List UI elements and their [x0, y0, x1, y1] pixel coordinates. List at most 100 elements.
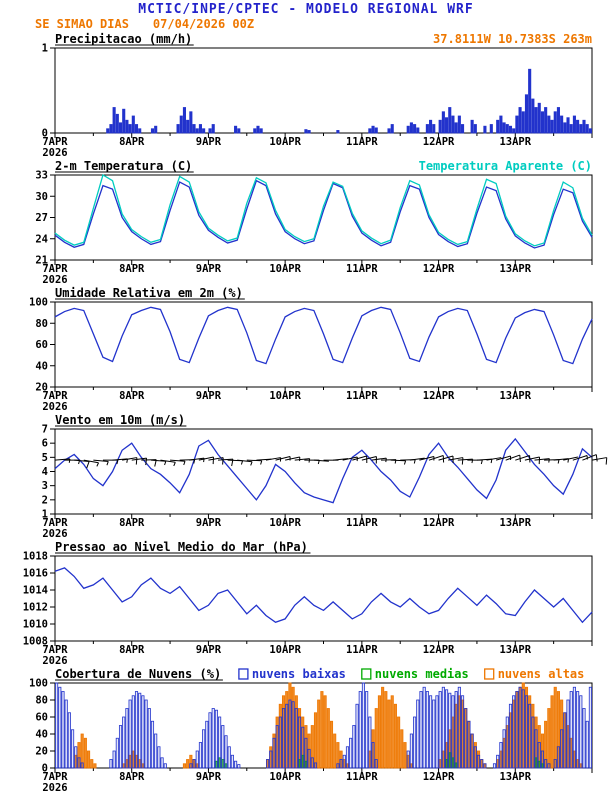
- y-tick-label: 27: [35, 212, 48, 224]
- station-name: SE SIMAO DIAS: [35, 17, 129, 31]
- x-tick-label: 10APR: [269, 644, 301, 656]
- y-tick-label: 1018: [23, 551, 48, 563]
- y-tick-label: 40: [35, 729, 48, 741]
- x-tick-label: 7APR: [42, 263, 68, 275]
- plot-frame: [54, 428, 593, 515]
- x-tick-label: 13APR: [499, 771, 531, 783]
- precipitation-chart: Precipitacao (mm/h) 37.8111W 10.7383S 263…: [42, 32, 593, 157]
- x-tick-label: 9APR: [196, 263, 222, 275]
- plot-frame: [54, 174, 593, 261]
- x-year-label: 2026: [42, 782, 67, 792]
- legend-swatch: [238, 668, 249, 680]
- y-tick-label: 1014: [23, 585, 48, 597]
- x-tick-label: 8APR: [119, 644, 145, 656]
- x-tick-label: 10APR: [269, 517, 301, 529]
- x-tick-label: 13APR: [499, 390, 531, 402]
- x-tick-label: 9APR: [196, 644, 222, 656]
- y-tick-label: 1008: [23, 636, 48, 648]
- run-datetime: 07/04/2026 00Z: [152, 17, 255, 31]
- y-tick-label: 1: [42, 43, 48, 55]
- x-tick-label: 8APR: [119, 136, 145, 148]
- y-tick-label: 5: [42, 452, 48, 464]
- x-tick-label: 10APR: [269, 263, 301, 275]
- y-tick-label: 6: [42, 438, 48, 450]
- y-tick-label: 60: [35, 339, 48, 351]
- plot-frame: [54, 47, 593, 134]
- x-tick-label: 11APR: [346, 390, 378, 402]
- charts: Precipitacao (mm/h) 37.8111W 10.7383S 263…: [0, 30, 612, 792]
- x-tick-label: 10APR: [269, 390, 301, 402]
- x-tick-label: 10APR: [269, 771, 301, 783]
- x-tick-label: 12APR: [423, 263, 455, 275]
- y-tick-label: 0: [42, 128, 48, 140]
- y-tick-label: 80: [35, 695, 48, 707]
- x-tick-label: 7APR: [42, 390, 68, 402]
- humidity-chart: Umidade Relativa em 2m (%) 20 40 60 80 100 7AP…: [29, 286, 593, 411]
- plot-frame: [54, 301, 593, 388]
- x-tick-label: 12APR: [423, 644, 455, 656]
- header: MCTIC/INPE/CPTEC - MODELO REGIONAL WRF S…: [0, 0, 612, 31]
- x-year-label: 2026: [42, 401, 67, 411]
- x-tick-label: 7APR: [42, 644, 68, 656]
- x-year-label: 2026: [42, 528, 67, 538]
- x-tick-label: 9APR: [196, 390, 222, 402]
- x-year-label: 2026: [42, 147, 67, 157]
- x-year-label: 2026: [42, 274, 67, 284]
- x-tick-label: 11APR: [346, 644, 378, 656]
- panel-title: Pressao ao Nivel Medio do Mar (hPa): [55, 540, 308, 554]
- y-tick-label: 30: [35, 191, 48, 203]
- y-tick-label: 40: [35, 360, 48, 372]
- x-tick-label: 7APR: [42, 517, 68, 529]
- legend-swatch: [484, 668, 495, 680]
- pressure-chart: Pressao ao Nivel Medio do Mar (hPa) 1008 1…: [23, 540, 593, 665]
- x-tick-label: 8APR: [119, 771, 145, 783]
- temperature-chart: 2-m Temperatura (C) Temperatura Aparente …: [35, 159, 593, 284]
- panel-title: Vento em 10m (m/s): [55, 413, 185, 427]
- y-tick-label: 1: [42, 509, 48, 521]
- y-tick-label: 1016: [23, 568, 48, 580]
- x-tick-label: 12APR: [423, 390, 455, 402]
- x-tick-label: 11APR: [346, 517, 378, 529]
- x-tick-label: 8APR: [119, 263, 145, 275]
- x-tick-label: 9APR: [196, 771, 222, 783]
- y-tick-label: 100: [29, 297, 48, 309]
- legend-label: nuvens baixas: [252, 667, 346, 681]
- x-tick-label: 8APR: [119, 517, 145, 529]
- y-tick-label: 100: [29, 678, 48, 690]
- x-tick-label: 13APR: [499, 644, 531, 656]
- y-tick-label: 0: [42, 763, 48, 775]
- model-title: MCTIC/INPE/CPTEC - MODELO REGIONAL WRF: [138, 2, 474, 17]
- plot-frame: [54, 555, 593, 642]
- legend-label: nuvens altas: [498, 667, 585, 681]
- legend-swatch: [361, 668, 372, 680]
- panel-title: 2-m Temperatura (C): [55, 159, 192, 173]
- x-tick-label: 9APR: [196, 136, 222, 148]
- x-tick-label: 10APR: [269, 136, 301, 148]
- panel-title: Cobertura de Nuvens (%): [55, 667, 221, 681]
- y-tick-label: 21: [35, 255, 48, 267]
- y-tick-label: 60: [35, 712, 48, 724]
- x-tick-label: 12APR: [423, 517, 455, 529]
- panel-right-title: Temperatura Aparente (C): [419, 159, 592, 173]
- x-tick-label: 13APR: [499, 263, 531, 275]
- x-tick-label: 12APR: [423, 136, 455, 148]
- y-tick-label: 3: [42, 480, 48, 492]
- x-tick-label: 11APR: [346, 771, 378, 783]
- y-tick-label: 33: [35, 170, 48, 182]
- x-tick-label: 13APR: [499, 136, 531, 148]
- panel-title: Umidade Relativa em 2m (%): [55, 286, 243, 300]
- x-tick-label: 13APR: [499, 517, 531, 529]
- x-tick-label: 8APR: [119, 390, 145, 402]
- x-tick-label: 7APR: [42, 771, 68, 783]
- y-tick-label: 7: [42, 424, 48, 436]
- y-tick-label: 1010: [23, 619, 48, 631]
- y-tick-label: 1012: [23, 602, 48, 614]
- x-tick-label: 9APR: [196, 517, 222, 529]
- x-tick-label: 11APR: [346, 263, 378, 275]
- legend-label: nuvens medias: [375, 667, 469, 681]
- x-tick-label: 11APR: [346, 136, 378, 148]
- y-tick-label: 80: [35, 318, 48, 330]
- y-tick-label: 24: [35, 233, 48, 245]
- panel-title: Precipitacao (mm/h): [55, 32, 192, 46]
